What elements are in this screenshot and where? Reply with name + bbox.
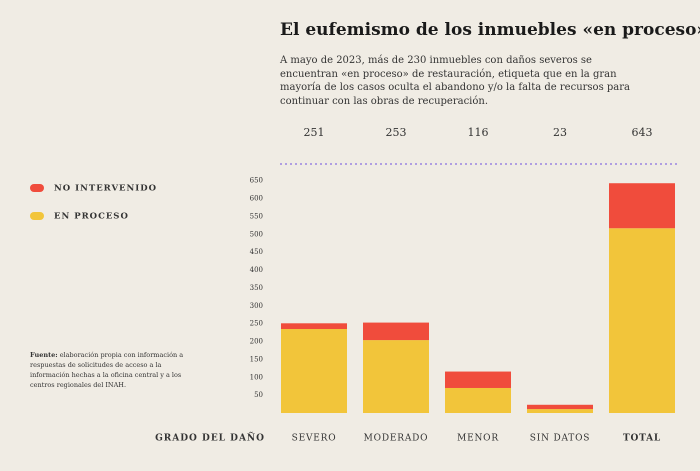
bar-segment	[609, 183, 675, 229]
bar-segment	[445, 387, 511, 413]
y-tick-label: 100	[250, 373, 263, 381]
bar-segment	[281, 323, 347, 330]
total-label: 253	[386, 126, 407, 139]
y-tick-label: 350	[250, 284, 263, 292]
y-tick-label: 200	[250, 338, 263, 346]
source-text: elaboración propia con información a res…	[30, 351, 184, 389]
total-label: 251	[304, 126, 325, 139]
y-tick-label: 550	[250, 212, 263, 220]
legend-swatch	[30, 184, 44, 192]
bar-segment	[281, 329, 347, 413]
y-tick-label: 300	[250, 302, 263, 310]
total-label: 643	[632, 126, 653, 139]
bar-segment	[445, 371, 511, 388]
x-tick-label: SIN DATOS	[530, 434, 590, 444]
legend-label: NO INTERVENIDO	[54, 184, 157, 194]
source-note: Fuente: elaboración propia con informaci…	[30, 350, 190, 390]
y-tick-label: 50	[254, 391, 263, 399]
y-tick-label: 650	[250, 177, 263, 185]
x-tick-label: MODERADO	[364, 434, 429, 444]
total-label: 116	[468, 126, 489, 139]
source-label: Fuente:	[30, 351, 58, 359]
y-tick-label: 600	[250, 195, 263, 203]
chart-title: El eufemismo de los inmuebles «en proces…	[280, 20, 700, 40]
bar-segment	[527, 409, 593, 413]
y-tick-label: 150	[250, 355, 263, 363]
y-tick-label: 250	[250, 320, 263, 328]
x-axis-label: GRADO DEL DAÑO	[155, 432, 265, 444]
bar-segment	[527, 404, 593, 410]
bar-segment	[363, 322, 429, 341]
legend-swatch	[30, 212, 44, 220]
bar-segment	[363, 340, 429, 413]
y-tick-label: 500	[250, 230, 263, 238]
y-tick-label: 400	[250, 266, 263, 274]
x-tick-label: MENOR	[457, 434, 499, 444]
total-label: 23	[553, 126, 567, 139]
y-tick-label: 450	[250, 248, 263, 256]
x-tick-label: SEVERO	[292, 434, 337, 444]
bar-segment	[609, 228, 675, 413]
legend-label: EN PROCESO	[54, 212, 129, 222]
x-tick-label: TOTAL	[623, 434, 661, 444]
chart-subtitle: A mayo de 2023, más de 230 inmuebles con…	[280, 55, 630, 107]
